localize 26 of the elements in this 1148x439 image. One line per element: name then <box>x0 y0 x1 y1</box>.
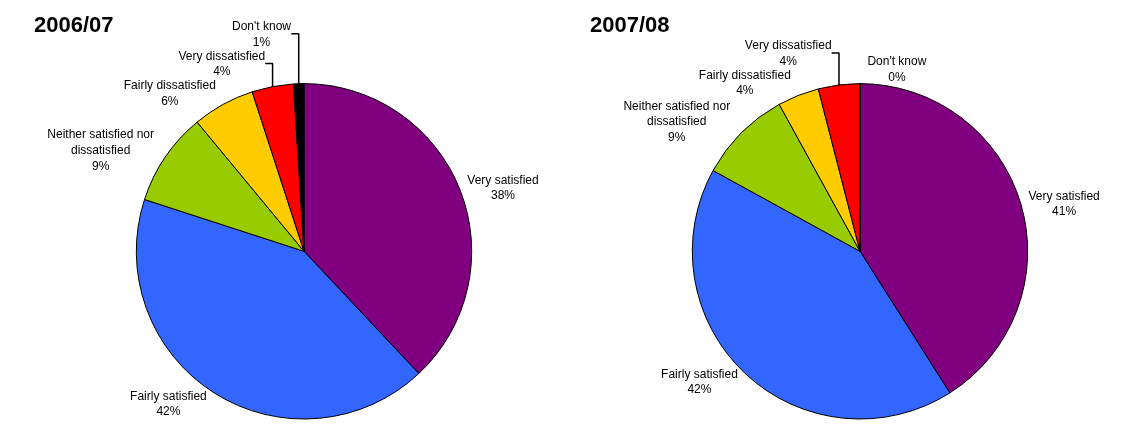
data-label: 4% <box>213 64 231 79</box>
text: 0% <box>888 69 906 84</box>
data-label: 6% <box>161 93 179 108</box>
data-label: 1% <box>252 34 271 49</box>
slice-label: Very dissatisfied <box>744 38 832 53</box>
data-label: 38% <box>490 188 516 203</box>
chart-title: 2006/07 <box>34 12 114 37</box>
slice-label: Very dissatisfied <box>178 48 266 63</box>
data-label: 41% <box>1052 204 1077 219</box>
data-label: 9% <box>668 130 686 145</box>
slice-label: Neither satisfied nor dissatisfied <box>623 98 731 129</box>
data-label: 42% <box>687 382 712 397</box>
slice-label: Fairly satisfied <box>661 366 738 381</box>
slice-label: Fairly satisfied <box>130 388 207 403</box>
slice-label: Neither satisfied nor dissatisfied <box>47 127 155 157</box>
slice-label: Very satisfied <box>1028 188 1100 203</box>
slice-label: Don't know <box>232 19 292 33</box>
slice-label: Fairly dissatisfied <box>123 78 216 93</box>
category-label: Don't know <box>867 54 927 69</box>
chart-title: 2007/08 <box>590 12 670 37</box>
data-label: 4% <box>736 83 754 98</box>
slice-label: Very satisfied <box>467 172 539 187</box>
data-label: 42% <box>156 404 181 419</box>
data-label: 4% <box>779 53 798 68</box>
slice-label: Fairly dissatisfied <box>698 67 791 82</box>
data-label: 9% <box>91 158 110 173</box>
